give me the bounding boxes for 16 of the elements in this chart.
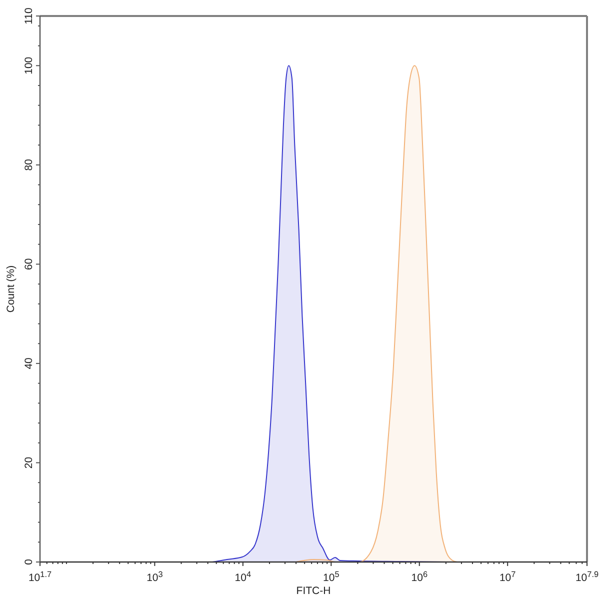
x-tick-label: 10$^{7}$ <box>499 570 516 584</box>
y-tick-label: 40 <box>23 357 35 370</box>
y-axis-title: Count (%) <box>5 265 17 313</box>
x-tick-label: 10$^{4}$ <box>234 570 252 584</box>
x-tick-label: 10$^{1.7}$ <box>28 570 52 584</box>
y-tick-label: 100 <box>23 56 35 74</box>
y-tick-label: 0 <box>23 558 35 565</box>
x-tick-label: 10$^{3}$ <box>146 570 164 584</box>
y-tick-label: 60 <box>23 258 35 270</box>
x-axis-title: FITC-H <box>296 585 331 597</box>
x-tick-label: 10$^{7.9}$ <box>575 570 599 584</box>
y-tick-label: 20 <box>23 456 35 469</box>
y-tick-label: 80 <box>23 158 35 171</box>
x-tick-label: 10$^{6}$ <box>411 570 428 584</box>
x-tick-label: 10$^{5}$ <box>323 570 340 584</box>
y-tick-label: 110 <box>23 7 35 24</box>
